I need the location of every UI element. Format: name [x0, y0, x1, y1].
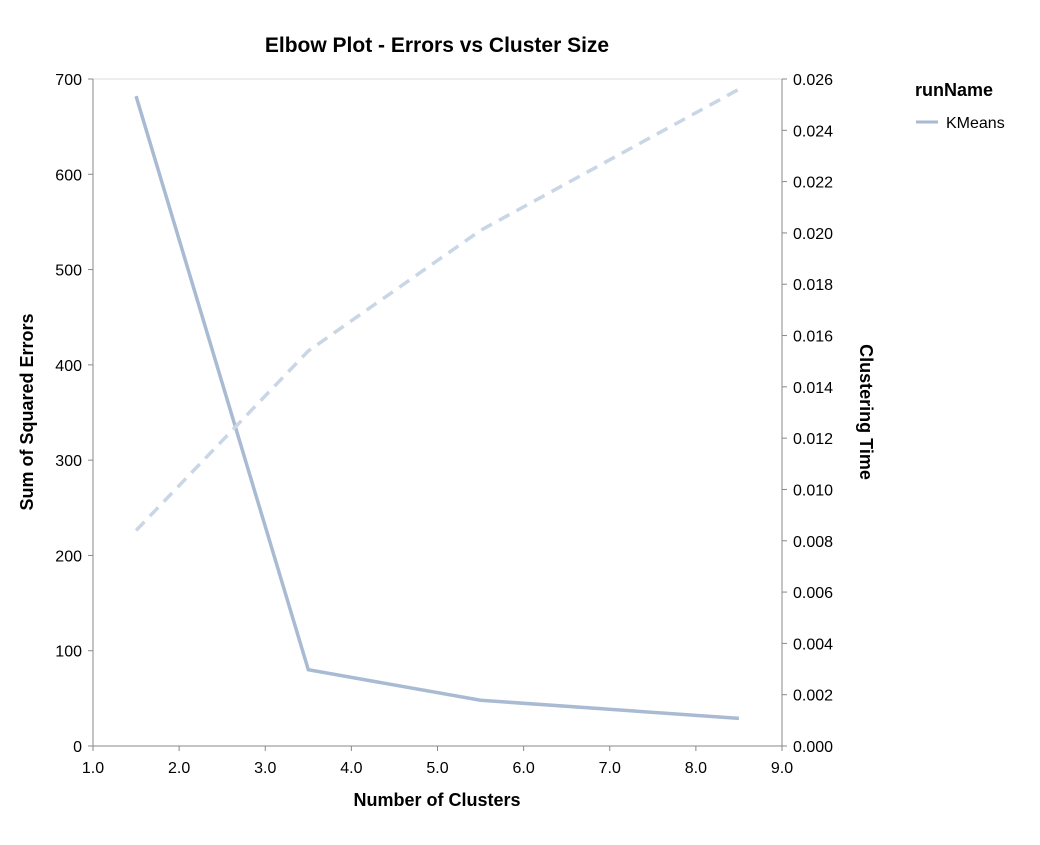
y-tick-label: 500 — [55, 263, 82, 280]
y-tick-label: 0 — [73, 739, 82, 756]
y2-tick-label: 0.016 — [793, 329, 833, 346]
y2-tick-label: 0.022 — [793, 175, 833, 192]
y2-tick-label: 0.010 — [793, 482, 833, 499]
x-tick-label: 5.0 — [426, 760, 448, 777]
x-tick-label: 6.0 — [513, 760, 535, 777]
x-tick-label: 8.0 — [685, 760, 707, 777]
y-tick-label: 700 — [55, 72, 82, 89]
y-tick-label: 200 — [55, 548, 82, 565]
sse-line — [134, 95, 740, 721]
y-tick-label: 400 — [55, 358, 82, 375]
x-tick-label: 9.0 — [771, 760, 793, 777]
chart-title: Elbow Plot - Errors vs Cluster Size — [265, 34, 609, 57]
x-tick-label: 2.0 — [168, 760, 190, 777]
x-tick-label: 1.0 — [82, 760, 104, 777]
y2-tick-label: 0.024 — [793, 123, 833, 140]
x-tick-label: 3.0 — [254, 760, 276, 777]
y2-tick-label: 0.012 — [793, 431, 833, 448]
legend: runName KMeans — [915, 80, 1005, 132]
legend-label-kmeans: KMeans — [946, 115, 1005, 132]
y-tick-label: 600 — [55, 167, 82, 184]
y2-tick-label: 0.008 — [793, 534, 833, 551]
y2-tick-label: 0.002 — [793, 688, 833, 705]
y2-tick-label: 0.020 — [793, 226, 833, 243]
x-tick-label: 4.0 — [340, 760, 362, 777]
x-tick-label: 7.0 — [599, 760, 621, 777]
y2-tick-label: 0.014 — [793, 380, 833, 397]
legend-title: runName — [915, 80, 993, 100]
y-axis-title: Sum of Squared Errors — [17, 313, 37, 510]
clustering-time-line — [134, 87, 740, 532]
y2-tick-label: 0.018 — [793, 277, 833, 294]
y2-tick-label: 0.000 — [793, 739, 833, 756]
y2-tick-label: 0.004 — [793, 636, 833, 653]
y-tick-label: 300 — [55, 453, 82, 470]
y2-tick-label: 0.026 — [793, 72, 833, 89]
y-tick-label: 100 — [55, 644, 82, 661]
y2-tick-label: 0.006 — [793, 585, 833, 602]
x-axis-title: Number of Clusters — [353, 790, 520, 810]
y2-axis-title: Clustering Time — [856, 344, 876, 480]
